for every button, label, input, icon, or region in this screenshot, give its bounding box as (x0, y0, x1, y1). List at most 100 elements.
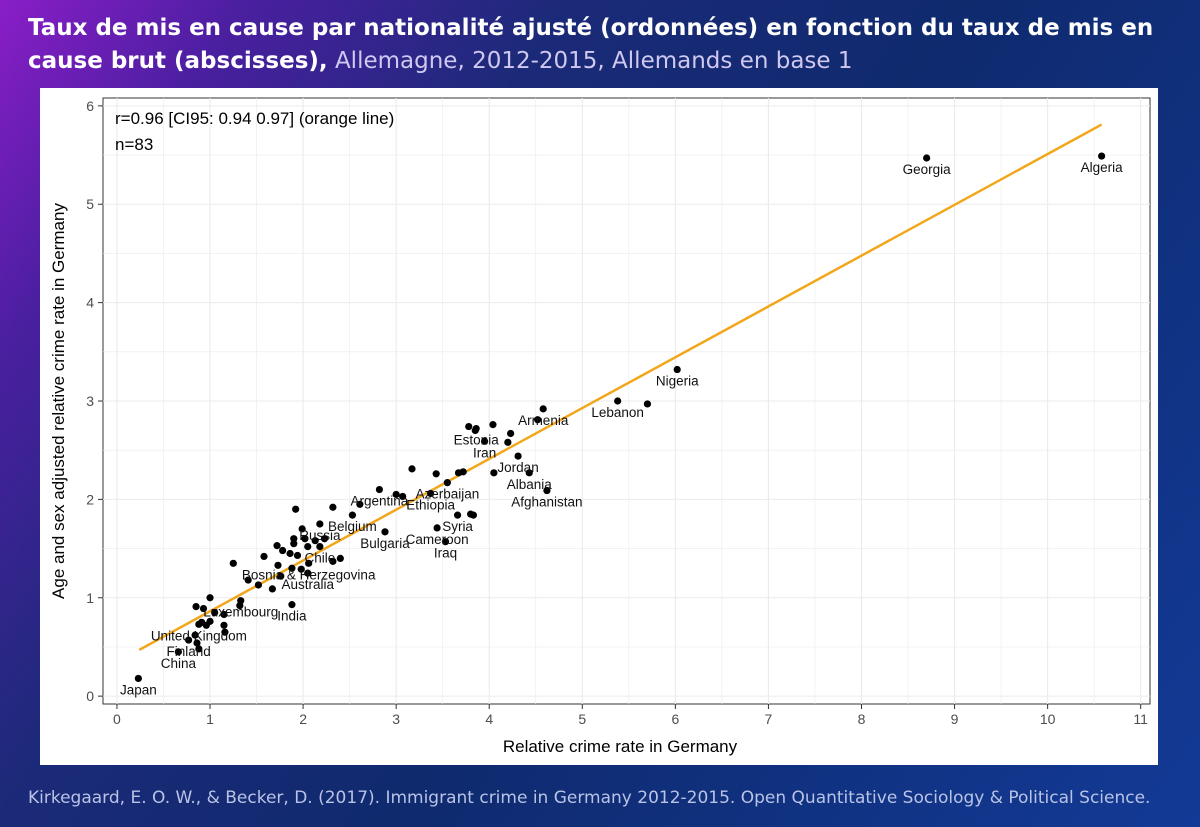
data-point (426, 489, 435, 498)
data-point (292, 505, 300, 513)
point-label: Luxembourg (203, 605, 278, 620)
data-point (399, 492, 407, 501)
y-axis-label: Age and sex adjusted relative crime rate… (49, 203, 68, 599)
data-point (504, 438, 512, 446)
data-point (304, 542, 312, 551)
y-tick-label: 4 (86, 295, 94, 311)
point-label: Syria (442, 519, 473, 534)
data-point (220, 621, 228, 629)
x-tick-label: 5 (578, 711, 586, 727)
data-point (490, 469, 498, 477)
data-point (1098, 152, 1106, 160)
data-point (465, 422, 473, 431)
data-point (507, 429, 515, 438)
x-axis-label: Relative crime rate in Germany (503, 737, 738, 756)
data-point (244, 576, 252, 584)
point-label: Australia (281, 577, 334, 592)
data-point (206, 594, 214, 602)
data-point (329, 557, 337, 565)
x-tick-label: 7 (765, 711, 773, 727)
point-label: Estonia (454, 433, 500, 448)
data-point (288, 601, 296, 609)
point-label: Cameroon (406, 532, 469, 547)
data-point (614, 397, 622, 405)
y-tick-label: 5 (86, 196, 94, 212)
data-point (441, 538, 450, 546)
grid-lines (103, 98, 1150, 704)
x-tick-label: 10 (1040, 711, 1056, 727)
data-points (134, 152, 1106, 683)
data-point (923, 154, 931, 162)
annotation-n: n=83 (115, 135, 153, 154)
point-label: Iran (473, 445, 496, 460)
data-point (459, 468, 467, 476)
point-label: Russia (299, 528, 341, 543)
data-point (237, 597, 245, 605)
data-point (305, 559, 313, 567)
point-label: Nigeria (656, 374, 699, 389)
data-point (229, 559, 237, 567)
data-point (254, 581, 263, 589)
data-point (274, 561, 282, 569)
y-tick-label: 6 (86, 98, 94, 114)
y-tick-label: 1 (86, 590, 94, 606)
data-point (539, 405, 547, 413)
point-label: United Kingdom (151, 628, 247, 643)
x-tick-label: 9 (951, 711, 959, 727)
chart-title: Taux de mis en cause par nationalité aju… (28, 12, 1178, 78)
point-label: Albania (507, 477, 553, 492)
data-point (288, 564, 296, 572)
point-label: Afghanistan (511, 495, 582, 510)
data-point (433, 524, 441, 532)
citation: Kirkegaard, E. O. W., & Becker, D. (2017… (28, 788, 1151, 808)
data-point (453, 511, 462, 519)
data-point (673, 365, 681, 374)
point-label: Bulgaria (360, 536, 410, 551)
data-point (193, 639, 201, 647)
data-point (290, 535, 298, 543)
data-point (279, 546, 287, 555)
y-tick-label: 3 (86, 393, 94, 409)
title-subtitle: Allemagne, 2012-2015, Allemands en base … (334, 48, 853, 74)
point-label: Jordan (497, 460, 538, 475)
data-point (443, 479, 451, 487)
data-point (195, 645, 203, 653)
data-point (392, 490, 400, 499)
data-point (304, 569, 312, 577)
data-point (336, 554, 344, 563)
point-label: Armenia (518, 413, 569, 428)
data-point (298, 525, 306, 533)
point-label: Bosnia & Herzegovina (242, 567, 376, 582)
point-label: China (161, 656, 197, 671)
point-label: Finland (166, 644, 210, 659)
point-label: Lebanon (591, 405, 644, 420)
data-point (375, 485, 384, 494)
data-point (174, 648, 182, 656)
data-point (381, 528, 389, 536)
data-point (290, 540, 298, 548)
data-point (514, 452, 522, 460)
data-point (134, 674, 142, 683)
plot-panel: 0 1 2 3 4 5 6 7 8 9 10 11 0 1 2 3 4 5 6 Japan China Finland U… (40, 88, 1158, 765)
data-point (316, 520, 324, 528)
x-tick-label: 8 (858, 711, 866, 727)
data-point (320, 535, 329, 543)
x-tick-label: 4 (485, 711, 493, 727)
data-point (356, 500, 364, 508)
data-point (211, 608, 219, 617)
y-tick-label: 0 (86, 688, 94, 704)
x-tick-label: 11 (1133, 711, 1148, 727)
data-point (301, 535, 309, 543)
point-label: Ethiopia (406, 497, 455, 512)
x-tick-label: 6 (671, 711, 679, 727)
data-point (297, 565, 305, 573)
x-tick-label: 1 (206, 711, 214, 727)
data-point (643, 400, 652, 408)
axis-ticks: 0 1 2 3 4 5 6 7 8 9 10 11 0 1 2 3 4 5 6 (86, 98, 1148, 727)
x-tick-label: 3 (392, 711, 400, 727)
title-bold: Taux de mis en cause par nationalité aju… (28, 15, 1154, 74)
point-label: Algeria (1081, 160, 1124, 175)
scatter-chart: 0 1 2 3 4 5 6 7 8 9 10 11 0 1 2 3 4 5 6 Japan ChinaFinlandU… (49, 97, 1151, 756)
data-point (480, 437, 489, 445)
